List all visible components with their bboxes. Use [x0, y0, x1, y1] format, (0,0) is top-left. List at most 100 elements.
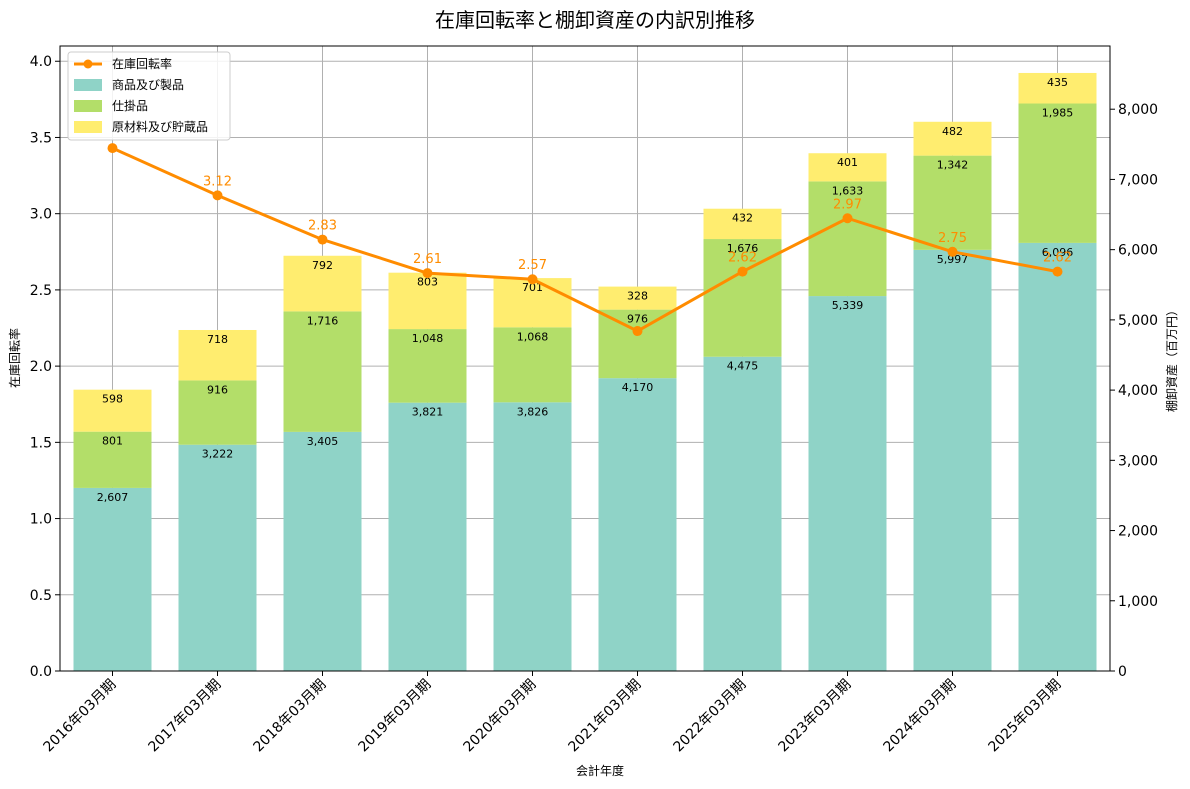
bar-value-label: 401 [837, 156, 858, 169]
legend-box [67, 51, 231, 141]
left-tick-label: 0.0 [30, 664, 52, 680]
plot-frame [59, 45, 1111, 672]
bar-value-label: 1,342 [937, 159, 969, 172]
bar-segment [703, 208, 782, 240]
right-tick-label: 4,000 [1118, 383, 1158, 399]
x-tick-label: 2017年03月期 [146, 677, 225, 756]
turnover-value-label: 2.62 [728, 251, 757, 266]
bar-segment [1018, 242, 1097, 672]
bar-segment [73, 487, 152, 671]
bar-value-label: 3,826 [517, 405, 549, 418]
bar-value-label: 328 [627, 290, 648, 303]
bar-segment [283, 255, 362, 312]
bar-segment [283, 311, 362, 432]
bar-value-label: 3,405 [307, 435, 339, 448]
right-axis-label: 棚卸資産（百万円） [1164, 304, 1179, 412]
bar-segment [73, 389, 152, 432]
right-tick-label: 7,000 [1118, 172, 1158, 188]
bar-value-label: 4,475 [727, 360, 759, 373]
right-tick-label: 3,000 [1118, 453, 1158, 469]
legend-bar-swatch [74, 121, 102, 133]
bar-segment [178, 444, 257, 671]
bar-value-label: 792 [312, 259, 333, 272]
bar-segment [913, 249, 992, 671]
x-tick-label: 2016年03月期 [41, 677, 120, 756]
right-tick-label: 5,000 [1118, 313, 1158, 329]
x-tick-label: 2019年03月期 [356, 677, 435, 756]
turnover-value-label: 2.83 [308, 219, 337, 234]
legend-entry-label: 在庫回転率 [112, 56, 172, 71]
bar-segment [283, 431, 362, 671]
bar-value-label: 1,985 [1042, 107, 1074, 120]
left-tick-label: 3.0 [30, 207, 52, 223]
bar-value-label: 1,068 [517, 330, 549, 343]
right-tick-label: 8,000 [1118, 102, 1158, 118]
legend-bar-swatch [74, 79, 102, 91]
legend-entry-label: 商品及び製品 [112, 77, 184, 92]
bar-value-label: 1,048 [412, 332, 444, 345]
bar-segment [913, 121, 992, 156]
bar-value-label: 482 [942, 125, 963, 138]
bar-segment [1018, 72, 1097, 104]
x-tick-label: 2020年03月期 [461, 677, 540, 756]
bar-segment [703, 356, 782, 671]
x-tick-label: 2018年03月期 [251, 677, 330, 756]
bar-value-label: 801 [102, 435, 123, 448]
bar-value-label: 598 [102, 393, 123, 406]
bar-segment [73, 431, 152, 488]
legend-line-marker [83, 59, 93, 69]
bar-value-label: 6,096 [1042, 246, 1074, 259]
turnover-point [107, 143, 118, 154]
bar-segment [178, 380, 257, 445]
bar-segment [598, 378, 677, 671]
bar-segment [913, 155, 992, 250]
turnover-value-label: 2.57 [518, 258, 547, 273]
bar-value-label: 435 [1047, 76, 1068, 89]
x-tick-label: 2021年03月期 [566, 677, 645, 756]
x-tick-label: 2023年03月期 [776, 677, 855, 756]
bar-segment [493, 402, 572, 671]
bar-value-label: 1,676 [727, 242, 759, 255]
bar-segment [1018, 103, 1097, 243]
turnover-value-label: 2.97 [833, 197, 862, 212]
bar-segment [808, 296, 887, 671]
turnover-point [737, 266, 748, 277]
bar-value-label: 916 [207, 383, 228, 396]
bar-value-label: 5,339 [832, 299, 864, 312]
turnover-point [317, 234, 328, 245]
turnover-value-label: 2.75 [938, 231, 967, 246]
right-tick-label: 6,000 [1118, 243, 1158, 259]
bar-segment [493, 327, 572, 403]
turnover-value-label: 2.62 [1043, 251, 1072, 266]
bar-value-label: 701 [522, 281, 543, 294]
right-tick-label: 2,000 [1118, 524, 1158, 540]
bar-value-label: 718 [207, 333, 228, 346]
bar-value-label: 1,633 [832, 184, 864, 197]
turnover-point [842, 213, 853, 224]
left-tick-label: 0.5 [30, 588, 52, 604]
turnover-value-label: 2.61 [413, 252, 442, 267]
bar-value-label: 4,170 [622, 381, 654, 394]
right-tick-label: 1,000 [1118, 594, 1158, 610]
left-tick-label: 2.0 [30, 359, 52, 375]
turnover-point [947, 246, 958, 257]
bar-segment [178, 329, 257, 381]
bar-value-label: 1,716 [307, 314, 339, 327]
bar-segment [598, 286, 677, 310]
right-tick-label: 0 [1118, 664, 1127, 680]
bar-value-label: 3,821 [412, 406, 444, 419]
legend-entry-label: 原材料及び貯蔵品 [112, 120, 208, 134]
bar-segment [388, 402, 467, 671]
turnover-point [212, 190, 223, 201]
x-tick-label: 2024年03月期 [881, 677, 960, 756]
turnover-point [1052, 266, 1063, 277]
left-tick-label: 3.5 [30, 130, 52, 146]
left-axis-label: 在庫回転率 [7, 328, 22, 388]
bar-value-label: 2,607 [97, 491, 129, 504]
bar-segment [808, 153, 887, 182]
left-tick-label: 1.5 [30, 435, 52, 451]
bar-value-label: 976 [627, 313, 648, 326]
bar-segment [808, 181, 887, 297]
